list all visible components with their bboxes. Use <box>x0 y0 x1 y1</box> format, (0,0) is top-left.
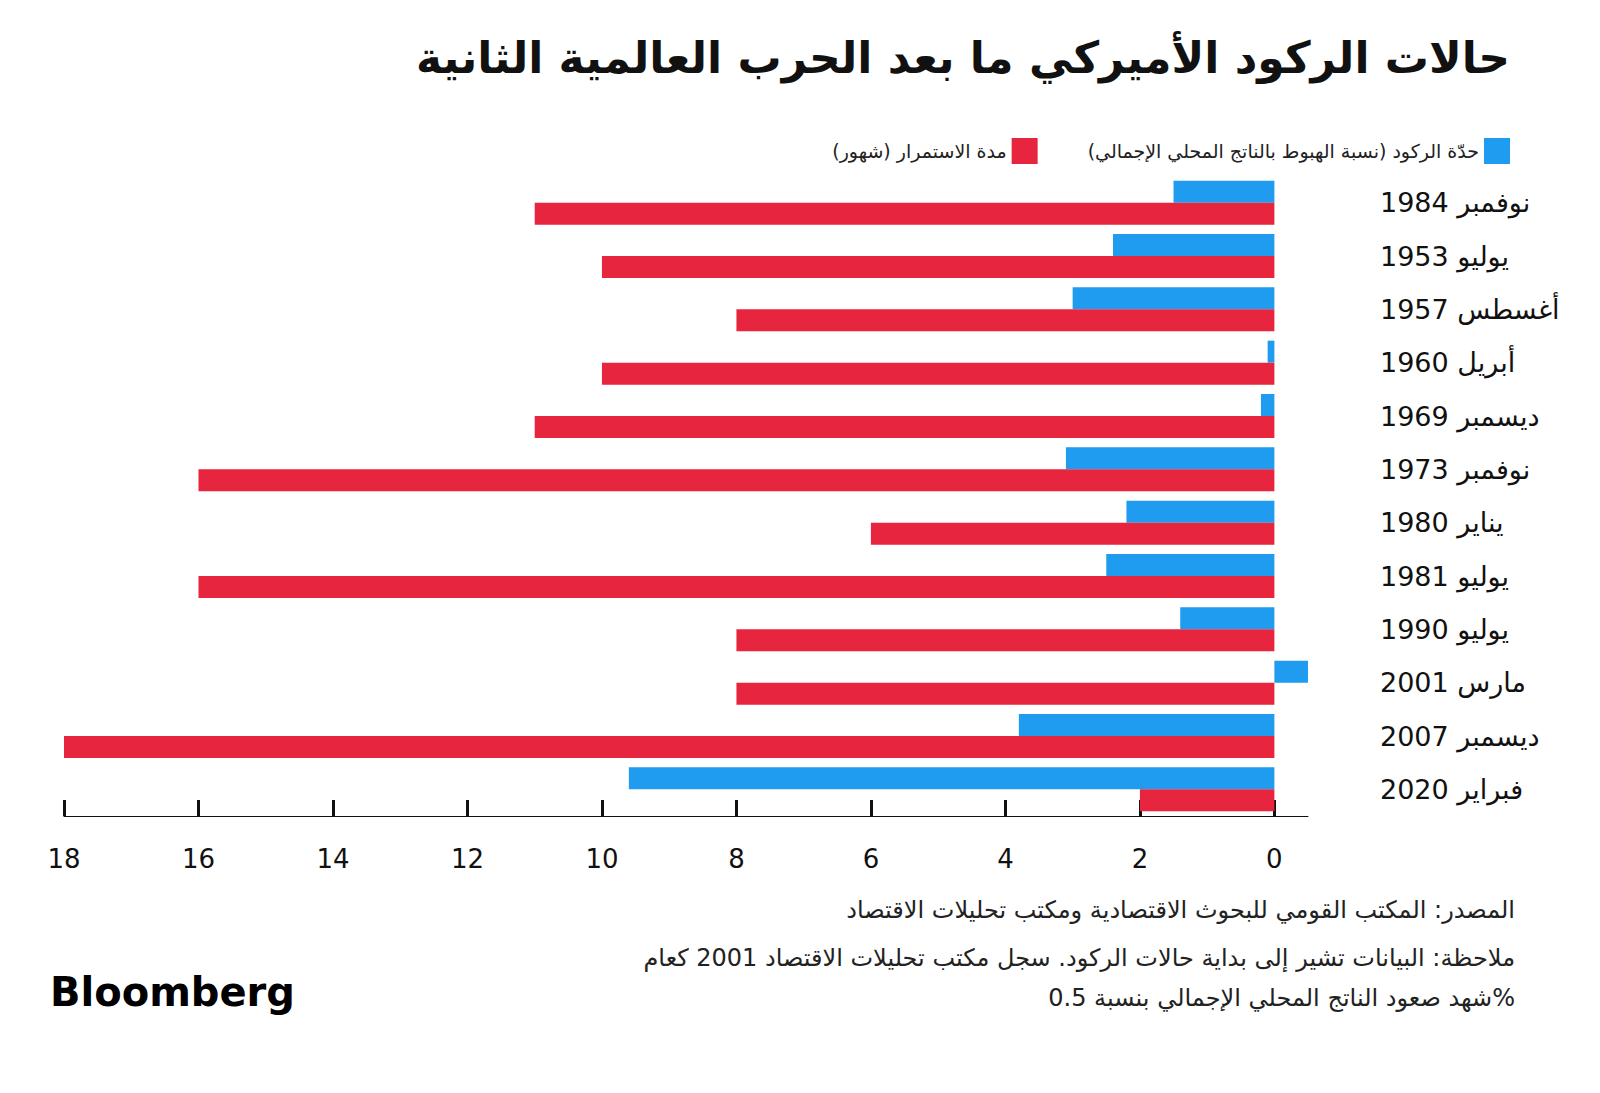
svg-text:2: 2 <box>1132 844 1149 874</box>
svg-text:14: 14 <box>316 844 349 874</box>
svg-text:يوليو 1953: يوليو 1953 <box>1380 241 1509 273</box>
svg-text:يناير 1980: يناير 1980 <box>1380 507 1504 539</box>
svg-text:18: 18 <box>47 844 80 874</box>
svg-text:ديسمبر 1969: ديسمبر 1969 <box>1380 401 1540 433</box>
svg-text:16: 16 <box>182 844 215 874</box>
svg-text:حدّة الركود (نسبة الهبوط بالنا: حدّة الركود (نسبة الهبوط بالناتج المحلي … <box>1088 140 1479 163</box>
svg-text:فبراير 2020: فبراير 2020 <box>1380 774 1523 806</box>
svg-text:مدة الاستمرار (شهور): مدة الاستمرار (شهور) <box>832 140 1006 163</box>
svg-text:أبريل 1960: أبريل 1960 <box>1380 344 1515 379</box>
svg-text:ملاحظة: البيانات تشير إلى بداي: ملاحظة: البيانات تشير إلى بداية حالات ال… <box>643 944 1515 973</box>
svg-text:مارس 2001: مارس 2001 <box>1380 667 1526 699</box>
svg-text:شهد صعود الناتج المحلي الإجمال: شهد صعود الناتج المحلي الإجمالي بنسبة 0.… <box>1048 984 1515 1012</box>
svg-text:10: 10 <box>585 844 618 874</box>
svg-text:يوليو 1990: يوليو 1990 <box>1380 614 1509 646</box>
svg-text:نوفمبر 1984: نوفمبر 1984 <box>1380 187 1530 219</box>
svg-text:يوليو 1981: يوليو 1981 <box>1380 561 1509 593</box>
svg-text:6: 6 <box>863 844 880 874</box>
svg-text:4: 4 <box>997 844 1014 874</box>
svg-text:Bloomberg: Bloomberg <box>50 969 295 1015</box>
svg-text:أغسطس 1957: أغسطس 1957 <box>1380 291 1560 325</box>
svg-text:نوفمبر 1973: نوفمبر 1973 <box>1380 454 1530 486</box>
svg-text:8: 8 <box>728 844 745 874</box>
svg-text:ديسمبر 2007: ديسمبر 2007 <box>1380 721 1540 753</box>
svg-text:0: 0 <box>1266 844 1283 874</box>
svg-text:المصدر: المكتب القومي للبحوث ا: المصدر: المكتب القومي للبحوث الاقتصادية … <box>846 896 1515 924</box>
svg-text:12: 12 <box>451 844 484 874</box>
svg-text:حالات الركود الأميركي ما بعد ا: حالات الركود الأميركي ما بعد الحرب العال… <box>416 31 1510 84</box>
